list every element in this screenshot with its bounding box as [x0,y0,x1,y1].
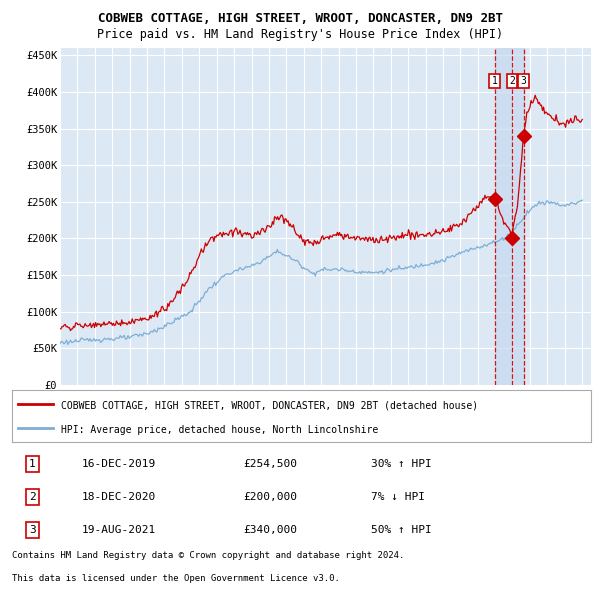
Text: 7% ↓ HPI: 7% ↓ HPI [371,492,425,502]
Text: Price paid vs. HM Land Registry's House Price Index (HPI): Price paid vs. HM Land Registry's House … [97,28,503,41]
Text: 1: 1 [491,76,497,86]
Text: 50% ↑ HPI: 50% ↑ HPI [371,525,432,535]
Text: Contains HM Land Registry data © Crown copyright and database right 2024.: Contains HM Land Registry data © Crown c… [12,551,404,560]
Text: COBWEB COTTAGE, HIGH STREET, WROOT, DONCASTER, DN9 2BT: COBWEB COTTAGE, HIGH STREET, WROOT, DONC… [97,12,503,25]
Text: 2: 2 [29,492,35,502]
Text: £254,500: £254,500 [244,459,298,469]
Text: HPI: Average price, detached house, North Lincolnshire: HPI: Average price, detached house, Nort… [61,425,379,434]
Text: 16-DEC-2019: 16-DEC-2019 [82,459,156,469]
Text: COBWEB COTTAGE, HIGH STREET, WROOT, DONCASTER, DN9 2BT (detached house): COBWEB COTTAGE, HIGH STREET, WROOT, DONC… [61,401,478,411]
Bar [494,48,524,385]
Text: 1: 1 [29,459,35,469]
Text: £200,000: £200,000 [244,492,298,502]
Text: 19-AUG-2021: 19-AUG-2021 [82,525,156,535]
Text: £340,000: £340,000 [244,525,298,535]
Text: This data is licensed under the Open Government Licence v3.0.: This data is licensed under the Open Gov… [12,573,340,583]
Text: 30% ↑ HPI: 30% ↑ HPI [371,459,432,469]
Text: 3: 3 [29,525,35,535]
Text: 18-DEC-2020: 18-DEC-2020 [82,492,156,502]
Text: 3: 3 [521,76,527,86]
Text: 2: 2 [509,76,515,86]
